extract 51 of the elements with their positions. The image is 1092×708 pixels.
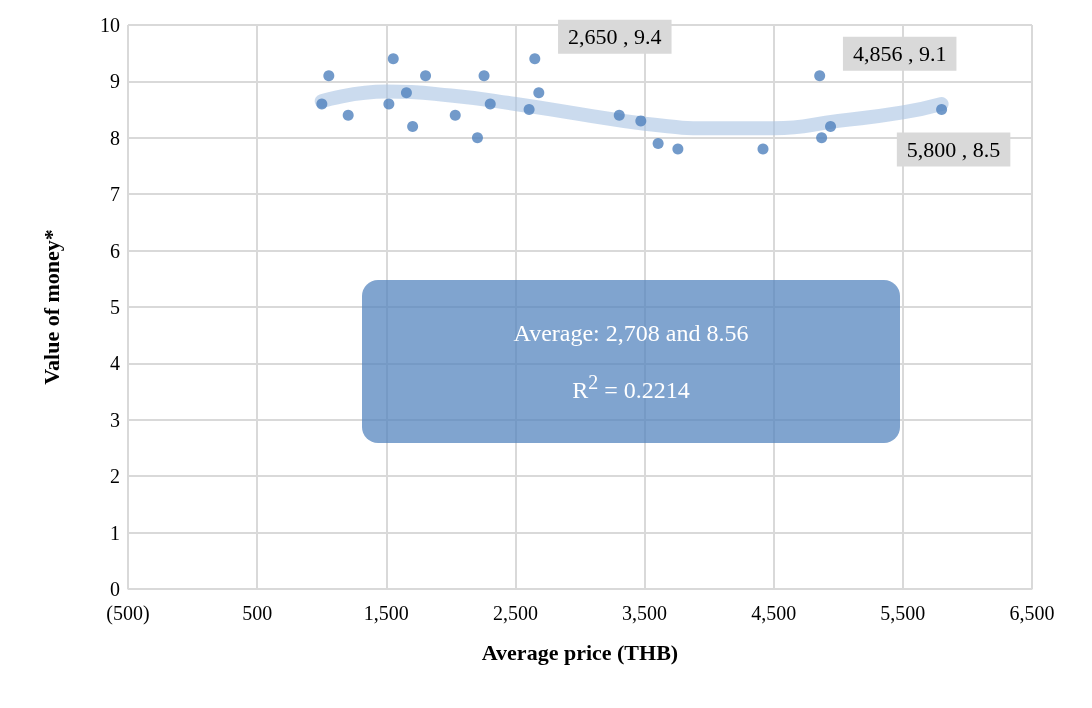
point — [484, 98, 496, 110]
x-tick-label: 500 — [242, 602, 273, 624]
y-tick-label: 8 — [110, 126, 120, 149]
point — [825, 121, 837, 133]
y-tick-label: 7 — [110, 183, 120, 206]
y-tick-label: 5 — [110, 296, 120, 318]
point — [407, 121, 419, 133]
point — [471, 132, 483, 144]
y-tick-label: 4 — [110, 352, 120, 375]
x-tick-label: 5,500 — [880, 602, 926, 624]
point — [814, 70, 826, 82]
point — [383, 98, 395, 110]
x-tick-label: 4,500 — [751, 602, 797, 624]
annotation: 5,800 , 8.5 — [906, 137, 1001, 163]
point — [342, 109, 354, 121]
y-tick-label: 1 — [110, 521, 120, 544]
x-tick-label: 6,500 — [1009, 602, 1055, 624]
x-tick-label: 2,500 — [492, 602, 538, 624]
x-tick-label: (500) — [106, 602, 150, 625]
point — [613, 109, 625, 121]
point — [323, 70, 335, 82]
point — [400, 87, 412, 99]
x-tick-label: 1,500 — [363, 602, 409, 624]
annotation: R$^{2}$ = 0.2214 — [572, 370, 690, 404]
point — [523, 104, 535, 116]
point — [635, 115, 647, 127]
point — [449, 109, 461, 121]
point — [387, 53, 399, 65]
y-tick-label: 9 — [110, 70, 120, 93]
y-tick-label: 6 — [110, 239, 120, 262]
x-tick-label: 3,500 — [622, 602, 668, 624]
point — [816, 132, 828, 144]
y-tick-label: 10 — [100, 14, 120, 36]
point — [672, 143, 684, 155]
annotation: 2,650 , 9.4 — [568, 24, 662, 50]
note-panel: Average: 2,708 and 8.56 R$^{2}$ = 0.2214 — [362, 280, 900, 443]
point — [529, 53, 541, 65]
point — [316, 98, 328, 110]
point — [533, 87, 545, 99]
point — [478, 70, 490, 82]
point — [757, 143, 769, 155]
y-tick-label: 3 — [110, 408, 120, 431]
annotation: 4,856 , 9.1 — [852, 41, 947, 67]
point — [652, 137, 664, 149]
point — [420, 70, 432, 82]
annotation: Average: 2,708 and 8.56 — [513, 319, 749, 347]
y-tick-label: 2 — [110, 465, 120, 488]
x-axis-title: Average price (THB) — [481, 639, 679, 665]
point — [936, 104, 948, 116]
y-axis-title: Value of money* — [38, 229, 64, 385]
y-tick-label: 0 — [110, 578, 120, 600]
